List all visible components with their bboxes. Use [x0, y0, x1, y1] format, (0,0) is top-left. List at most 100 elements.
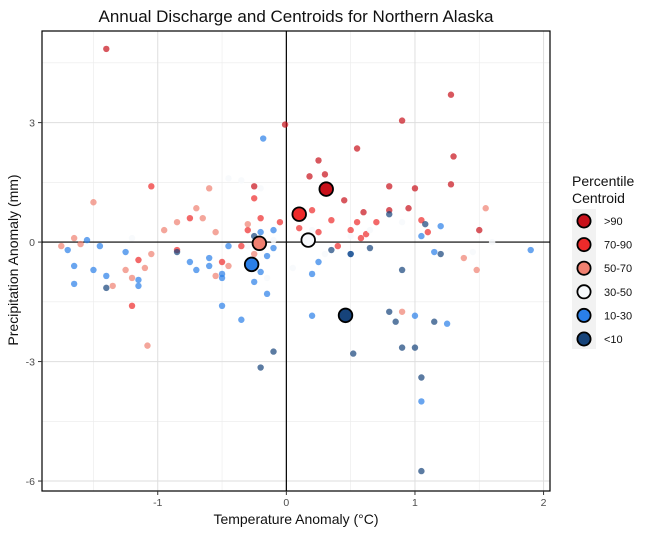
plot-border — [41, 30, 551, 492]
data-point — [218, 302, 226, 310]
data-point — [411, 185, 419, 192]
data-point — [238, 177, 245, 184]
centroid-point — [337, 307, 354, 324]
data-point — [321, 171, 329, 178]
data-point — [360, 209, 367, 216]
data-point — [306, 173, 313, 180]
data-point — [460, 254, 468, 262]
data-point — [443, 320, 451, 327]
x-axis-title: Temperature Anomaly (°C) — [213, 511, 378, 527]
data-point — [473, 266, 480, 274]
data-point — [160, 226, 168, 234]
data-point — [70, 262, 78, 270]
legend-key — [576, 331, 592, 347]
data-point — [315, 228, 322, 236]
data-point — [128, 274, 136, 282]
data-point — [418, 398, 425, 405]
data-point — [424, 228, 432, 236]
data-point — [315, 258, 322, 266]
data-point — [488, 238, 496, 246]
data-point — [186, 214, 194, 222]
data-point — [148, 183, 155, 190]
data-point — [257, 228, 264, 236]
data-point — [244, 220, 251, 228]
data-point — [83, 236, 91, 244]
data-point — [212, 272, 219, 280]
data-point — [257, 185, 264, 192]
data-point — [422, 220, 429, 228]
data-point — [270, 244, 277, 252]
data-point — [205, 185, 213, 192]
data-point — [276, 218, 284, 226]
data-point — [193, 266, 200, 274]
data-point — [103, 284, 110, 292]
data-point — [257, 364, 264, 371]
data-point — [122, 248, 129, 256]
data-point — [225, 175, 232, 182]
data-point — [205, 262, 213, 270]
data-point — [437, 222, 444, 230]
chart-title: Annual Discharge and Centroids for North… — [99, 7, 495, 26]
data-point — [308, 270, 316, 278]
data-point — [64, 246, 71, 254]
data-point — [353, 145, 361, 152]
data-point — [263, 290, 271, 298]
data-point — [257, 268, 264, 276]
data-point — [122, 266, 129, 274]
plot-area: -1 0 1 2 -6 -3 0 3 — [26, 30, 551, 509]
data-point — [296, 224, 303, 232]
data-point — [398, 344, 406, 351]
data-point — [251, 278, 258, 286]
data-point — [398, 218, 406, 226]
centroid-point — [291, 206, 307, 222]
y-axis-title: Precipitation Anomaly (mm) — [5, 174, 21, 345]
plot-background — [42, 31, 550, 491]
data-point — [373, 218, 380, 226]
data-point — [141, 264, 149, 272]
data-point — [347, 232, 354, 240]
data-point — [476, 226, 483, 234]
data-point — [135, 256, 142, 264]
data-point — [193, 205, 200, 212]
data-point — [398, 308, 406, 315]
data-point — [411, 312, 419, 319]
data-point — [328, 216, 335, 224]
data-point — [70, 280, 78, 288]
legend-label: 30-50 — [604, 287, 632, 299]
data-point — [418, 232, 425, 240]
data-point — [431, 318, 438, 325]
data-point — [96, 242, 104, 250]
y-tick-label: 3 — [29, 118, 35, 130]
data-point — [308, 207, 316, 214]
data-point — [482, 205, 489, 212]
data-point — [418, 374, 425, 381]
legend-label: >90 — [604, 216, 623, 228]
data-point — [386, 211, 393, 218]
data-point — [308, 226, 316, 234]
data-point — [128, 302, 136, 310]
data-point — [398, 266, 406, 274]
centroid-point — [243, 256, 260, 273]
legend-key-background — [572, 209, 596, 349]
data-point — [70, 234, 78, 242]
data-point — [244, 226, 251, 234]
centroid-point — [300, 232, 316, 248]
data-point — [135, 276, 142, 284]
data-point — [308, 312, 316, 319]
data-point — [315, 157, 322, 164]
data-point — [90, 266, 97, 274]
data-point — [398, 117, 406, 124]
legend-title-line-1: Percentile — [572, 173, 634, 189]
data-point — [260, 135, 267, 142]
x-tick-label: 0 — [283, 497, 289, 509]
data-point — [350, 350, 357, 357]
data-point — [289, 264, 296, 272]
legend-key — [576, 237, 592, 253]
legend-key — [576, 260, 592, 276]
data-point — [437, 250, 444, 258]
data-point — [418, 216, 425, 224]
data-point — [431, 248, 438, 256]
data-point — [450, 153, 457, 160]
x-tick-label: -1 — [153, 497, 162, 509]
